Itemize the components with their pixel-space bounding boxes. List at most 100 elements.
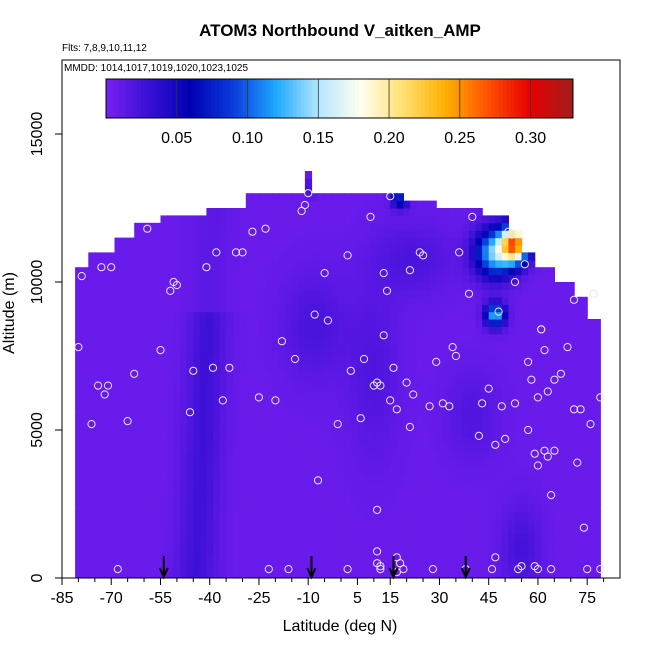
- heatmap-cell: [239, 319, 247, 327]
- heatmap-cell: [501, 430, 509, 438]
- heatmap-cell: [134, 230, 142, 239]
- heatmap-cell: [482, 356, 490, 364]
- heatmap-cell: [442, 407, 450, 416]
- heatmap-cell: [462, 274, 470, 283]
- heatmap-cell: [331, 304, 339, 313]
- heatmap-cell: [560, 430, 569, 438]
- heatmap-cell: [324, 356, 332, 364]
- heatmap-cell: [101, 333, 109, 342]
- heatmap-cell: [285, 326, 293, 335]
- heatmap-cell: [547, 341, 555, 350]
- observation-point: [478, 399, 487, 408]
- heatmap-cell: [482, 370, 490, 379]
- heatmap-cell: [239, 563, 247, 572]
- heatmap-cell: [587, 518, 595, 527]
- heatmap-cell: [193, 444, 201, 453]
- heatmap-cell: [331, 370, 339, 379]
- heatmap-cell: [278, 474, 286, 483]
- heatmap-cell: [350, 385, 358, 394]
- heatmap-cell: [213, 304, 221, 313]
- heatmap-cell: [574, 430, 582, 438]
- heatmap-cell: [232, 415, 240, 424]
- heatmap-cell: [213, 504, 221, 512]
- heatmap-cell: [140, 496, 148, 505]
- heatmap-cell: [121, 518, 129, 527]
- heatmap-cell: [364, 548, 372, 557]
- heatmap-cell: [291, 481, 299, 490]
- heatmap-cell: [324, 570, 332, 578]
- heatmap-cell: [357, 393, 365, 401]
- heatmap-cell: [580, 363, 588, 372]
- heatmap-cell: [219, 252, 227, 261]
- heatmap-cell: [547, 570, 555, 578]
- heatmap-cell: [554, 430, 562, 438]
- colorbar-segment: [386, 79, 391, 118]
- heatmap-cell: [88, 289, 96, 298]
- heatmap-cell: [547, 474, 555, 483]
- observation-point: [208, 363, 218, 372]
- heatmap-cell: [324, 319, 332, 327]
- heatmap-cell: [245, 311, 253, 320]
- heatmap-cell: [114, 541, 122, 549]
- heatmap-cell: [350, 496, 358, 505]
- heatmap-cell: [469, 363, 477, 372]
- heatmap-cell: [160, 489, 168, 498]
- heatmap-cell: [199, 393, 208, 401]
- heatmap-cell: [245, 363, 253, 372]
- heatmap-cell: [186, 548, 194, 557]
- heatmap-cell: [186, 282, 194, 290]
- heatmap-cell: [409, 444, 418, 453]
- heatmap-cell: [324, 237, 332, 246]
- heatmap-cell: [193, 489, 201, 498]
- heatmap-cell: [488, 356, 496, 364]
- heatmap-cell: [554, 415, 562, 424]
- heatmap-cell: [134, 393, 142, 401]
- heatmap-cell: [186, 504, 194, 512]
- heatmap-cell: [547, 370, 555, 379]
- heatmap-cell: [311, 555, 319, 564]
- heatmap-cell: [403, 385, 411, 394]
- heatmap-cell: [501, 356, 509, 364]
- heatmap-cell: [475, 237, 483, 246]
- heatmap-cell: [324, 193, 332, 202]
- heatmap-cell: [409, 555, 418, 564]
- heatmap-cell: [245, 400, 253, 409]
- heatmap-cell: [318, 563, 326, 572]
- heatmap-cell: [462, 393, 470, 401]
- heatmap-cell: [455, 489, 464, 498]
- heatmap-cell: [331, 437, 339, 446]
- heatmap-cell: [396, 341, 404, 350]
- heatmap-cell: [121, 341, 129, 350]
- heatmap-cell: [193, 430, 201, 438]
- observation-point: [376, 381, 385, 390]
- heatmap-cell: [108, 400, 116, 409]
- heatmap-cell: [515, 444, 523, 453]
- heatmap-cell: [560, 378, 569, 387]
- heatmap-cell: [331, 400, 339, 409]
- heatmap-cell: [199, 415, 208, 424]
- heatmap-cell: [140, 415, 148, 424]
- heatmap-cell: [245, 259, 253, 268]
- colorbar-segment: [331, 79, 337, 118]
- heatmap-cell: [574, 370, 582, 379]
- heatmap-cell: [101, 407, 109, 416]
- heatmap-cell: [429, 230, 437, 239]
- heatmap-cell: [278, 459, 286, 468]
- heatmap-cell: [258, 200, 267, 209]
- heatmap-cell: [114, 289, 122, 298]
- heatmap-cell: [390, 348, 398, 357]
- heatmap-cell: [304, 511, 313, 520]
- heatmap-cell: [436, 400, 444, 409]
- heatmap-cell: [337, 563, 345, 572]
- heatmap-cell: [344, 467, 352, 475]
- heatmap-cell: [337, 282, 345, 290]
- heatmap-cell: [101, 326, 109, 335]
- heatmap-cell: [304, 333, 313, 342]
- heatmap-cell: [265, 215, 273, 224]
- heatmap-cell: [449, 533, 457, 542]
- heatmap-cell: [580, 481, 588, 490]
- observation-point: [323, 316, 332, 325]
- heatmap-cell: [160, 533, 168, 542]
- heatmap-cell: [423, 356, 431, 364]
- heatmap-cell: [475, 496, 483, 505]
